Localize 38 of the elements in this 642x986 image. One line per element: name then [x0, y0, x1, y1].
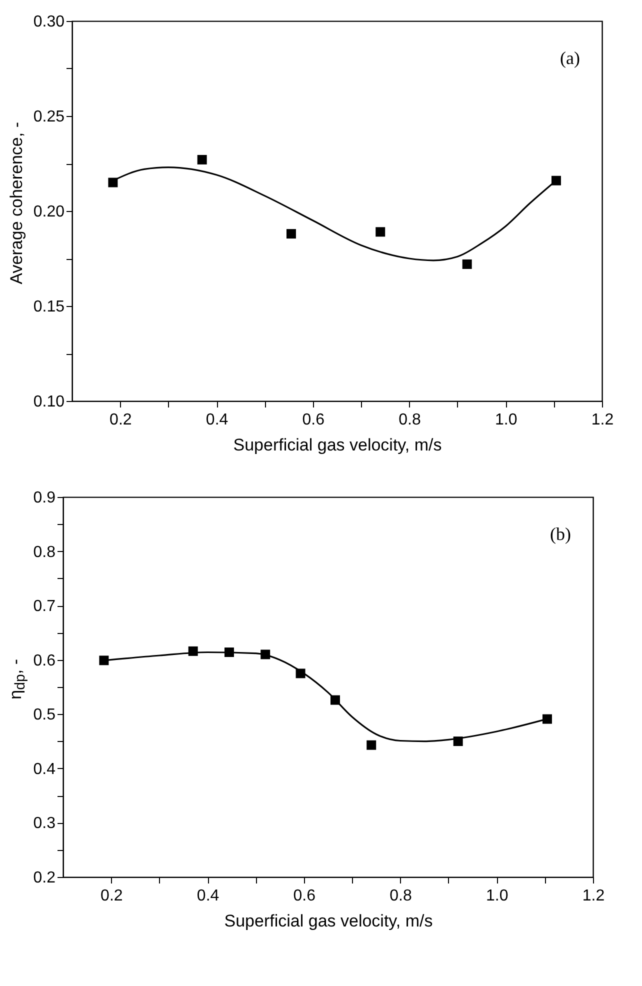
x-tick-label: 0.2 — [110, 412, 132, 428]
point — [462, 259, 472, 269]
point — [551, 176, 561, 186]
y-tick-label: 0.8 — [33, 544, 56, 561]
x-tick-label: 1.2 — [582, 888, 605, 904]
point — [376, 227, 386, 237]
annotation: (a) — [560, 48, 580, 68]
y-tick-label: 0.2 — [33, 870, 56, 886]
point — [99, 656, 109, 666]
y-tick-label: 0.5 — [33, 706, 56, 724]
x-tick-label: 1.0 — [486, 888, 508, 904]
point — [366, 740, 376, 750]
x-tick-label: 0.6 — [302, 412, 325, 428]
y-tick-label: 0.30 — [33, 14, 65, 30]
y-tick-label: 0.15 — [33, 298, 65, 316]
y-tick-label: 0.20 — [33, 204, 65, 220]
x-tick-label: 1.2 — [591, 412, 614, 428]
x-tick-label: 0.4 — [196, 888, 220, 904]
y-tick-label: 0.9 — [33, 490, 56, 506]
x-tick-label: 0.8 — [398, 412, 421, 428]
y-axis-title: Average coherence, - — [7, 122, 27, 284]
x-axis-title: Superficial gas velocity, m/s — [233, 436, 442, 454]
point — [286, 229, 296, 239]
annotation: (b) — [550, 524, 571, 544]
x-tick-label: 0.8 — [390, 888, 412, 904]
y-tick-label: 0.3 — [33, 815, 56, 832]
y-tick-label: 0.6 — [33, 652, 56, 670]
y-tick-label: 0.10 — [33, 394, 65, 410]
x-tick-label: 1.0 — [495, 412, 518, 428]
y-tick-label: 0.4 — [33, 760, 56, 778]
x-axis-title: Superficial gas velocity, m/s — [224, 912, 433, 930]
y-tick-label: 0.7 — [33, 598, 56, 616]
x-tick-label: 0.2 — [100, 888, 123, 904]
x-tick-label: 0.6 — [293, 888, 316, 904]
point — [197, 154, 207, 164]
x-tick-label: 0.4 — [206, 412, 228, 428]
y-tick-label: 0.25 — [33, 108, 65, 126]
point — [542, 714, 552, 724]
